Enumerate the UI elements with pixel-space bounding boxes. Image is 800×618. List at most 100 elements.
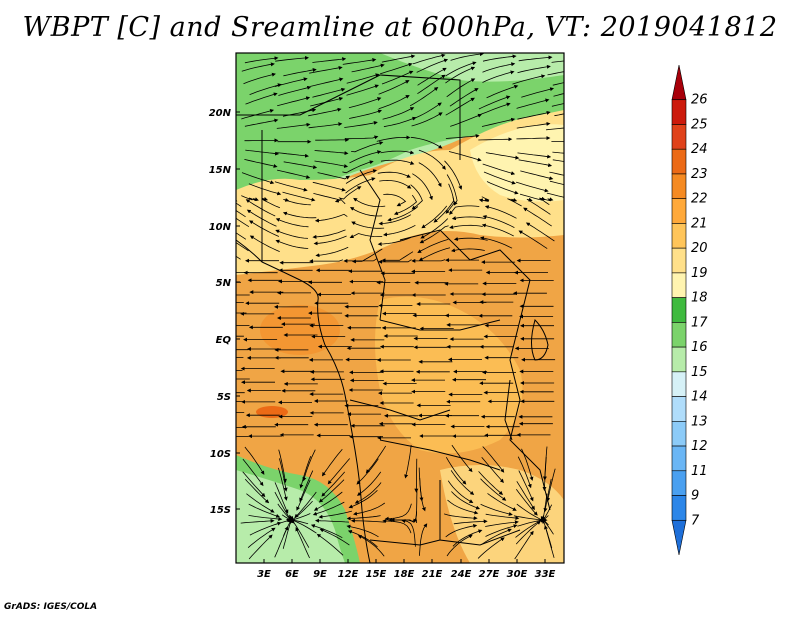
lon-tick-label: 3E bbox=[257, 569, 271, 580]
streamline bbox=[539, 197, 554, 206]
streamline bbox=[318, 479, 345, 503]
streamline bbox=[478, 196, 490, 203]
streamline bbox=[349, 109, 383, 119]
streamline bbox=[546, 468, 556, 502]
lon-tick-label: 18E bbox=[394, 569, 415, 580]
lon-tick-label: 30E bbox=[507, 569, 528, 580]
streamline bbox=[482, 62, 516, 73]
streamline bbox=[410, 136, 443, 149]
streamline bbox=[449, 205, 480, 215]
streamline bbox=[482, 446, 505, 473]
colorbar-swatch bbox=[671, 99, 687, 125]
latitude-axis: 20N 15N 10N 5N EQ 5S 10S 15S bbox=[209, 108, 240, 516]
streamline bbox=[282, 191, 316, 202]
streamline bbox=[248, 515, 283, 521]
streamline bbox=[275, 239, 309, 249]
colorbar-label: 18 bbox=[691, 291, 708, 306]
streamline bbox=[313, 193, 343, 203]
streamline bbox=[449, 224, 483, 230]
streamline bbox=[350, 518, 385, 523]
streamline bbox=[314, 150, 349, 156]
streamline bbox=[517, 152, 552, 159]
streamline bbox=[381, 54, 416, 63]
streamline bbox=[338, 186, 362, 205]
streamline bbox=[380, 159, 415, 165]
streamline bbox=[450, 53, 484, 61]
colorbar-label: 13 bbox=[691, 414, 708, 429]
streamline bbox=[312, 501, 345, 516]
colorbar-label: 14 bbox=[691, 390, 708, 405]
streamline bbox=[310, 77, 344, 87]
region-sahel-green bbox=[236, 53, 564, 215]
colorbar-swatch bbox=[671, 64, 687, 101]
colorbar-label: 7 bbox=[691, 513, 700, 528]
streamline bbox=[523, 207, 552, 227]
streamline bbox=[393, 194, 418, 215]
streamline bbox=[483, 171, 516, 185]
streamline bbox=[308, 122, 343, 129]
streamline bbox=[409, 87, 439, 107]
colorbar-swatch bbox=[671, 371, 687, 397]
streamline bbox=[261, 197, 281, 209]
lat-tick-label: 15N bbox=[209, 165, 232, 176]
streamline bbox=[302, 449, 316, 482]
streamline bbox=[346, 515, 381, 521]
streamline bbox=[401, 519, 416, 547]
streamline bbox=[417, 67, 447, 86]
streamline bbox=[453, 519, 488, 525]
colorbar-swatch bbox=[671, 445, 687, 472]
streamline bbox=[342, 160, 374, 174]
streamline bbox=[514, 530, 534, 560]
streamline bbox=[481, 528, 512, 545]
streamline bbox=[552, 159, 564, 162]
streamline bbox=[314, 213, 348, 223]
streamline bbox=[515, 489, 538, 516]
streamline bbox=[387, 206, 419, 222]
streamline bbox=[412, 53, 446, 65]
streamline bbox=[482, 54, 517, 62]
colorbar-label: 25 bbox=[691, 117, 708, 132]
streamline bbox=[319, 528, 350, 546]
streamline bbox=[542, 457, 547, 491]
streamline bbox=[310, 524, 343, 539]
streamline bbox=[480, 503, 513, 516]
streamline bbox=[518, 470, 534, 502]
streamline bbox=[546, 127, 564, 131]
streamline bbox=[480, 236, 513, 249]
streamline bbox=[283, 161, 318, 170]
streamline bbox=[327, 458, 351, 485]
streamline bbox=[365, 445, 387, 474]
streamline bbox=[546, 192, 564, 198]
streamline bbox=[351, 63, 385, 73]
streamline bbox=[412, 102, 442, 120]
streamline bbox=[549, 180, 564, 186]
streamline bbox=[240, 518, 275, 524]
streamline bbox=[382, 107, 415, 120]
streamline bbox=[482, 163, 516, 176]
colorbar-label: 12 bbox=[691, 439, 708, 454]
wbpt-field bbox=[236, 53, 564, 563]
streamline bbox=[357, 471, 382, 496]
streamline bbox=[482, 215, 515, 228]
streamline bbox=[553, 93, 564, 97]
streamline bbox=[481, 117, 516, 127]
streamline bbox=[554, 113, 564, 117]
colorbar-swatch bbox=[671, 470, 687, 496]
streamline bbox=[517, 64, 551, 74]
streamline bbox=[296, 479, 311, 511]
streamline bbox=[248, 220, 280, 237]
colorbar-swatch bbox=[671, 272, 687, 298]
streamline bbox=[481, 223, 514, 237]
streamline bbox=[244, 159, 278, 168]
streamline bbox=[445, 457, 467, 485]
streamline bbox=[383, 193, 407, 207]
colorbar-label: 20 bbox=[691, 241, 708, 256]
streamline bbox=[242, 458, 264, 487]
streamline bbox=[446, 78, 476, 98]
streamline bbox=[521, 87, 555, 98]
plot-frame bbox=[235, 52, 565, 564]
colorbar-swatch bbox=[671, 223, 687, 249]
streamline bbox=[547, 71, 564, 76]
streamline bbox=[450, 470, 475, 496]
streamlines bbox=[236, 53, 564, 560]
